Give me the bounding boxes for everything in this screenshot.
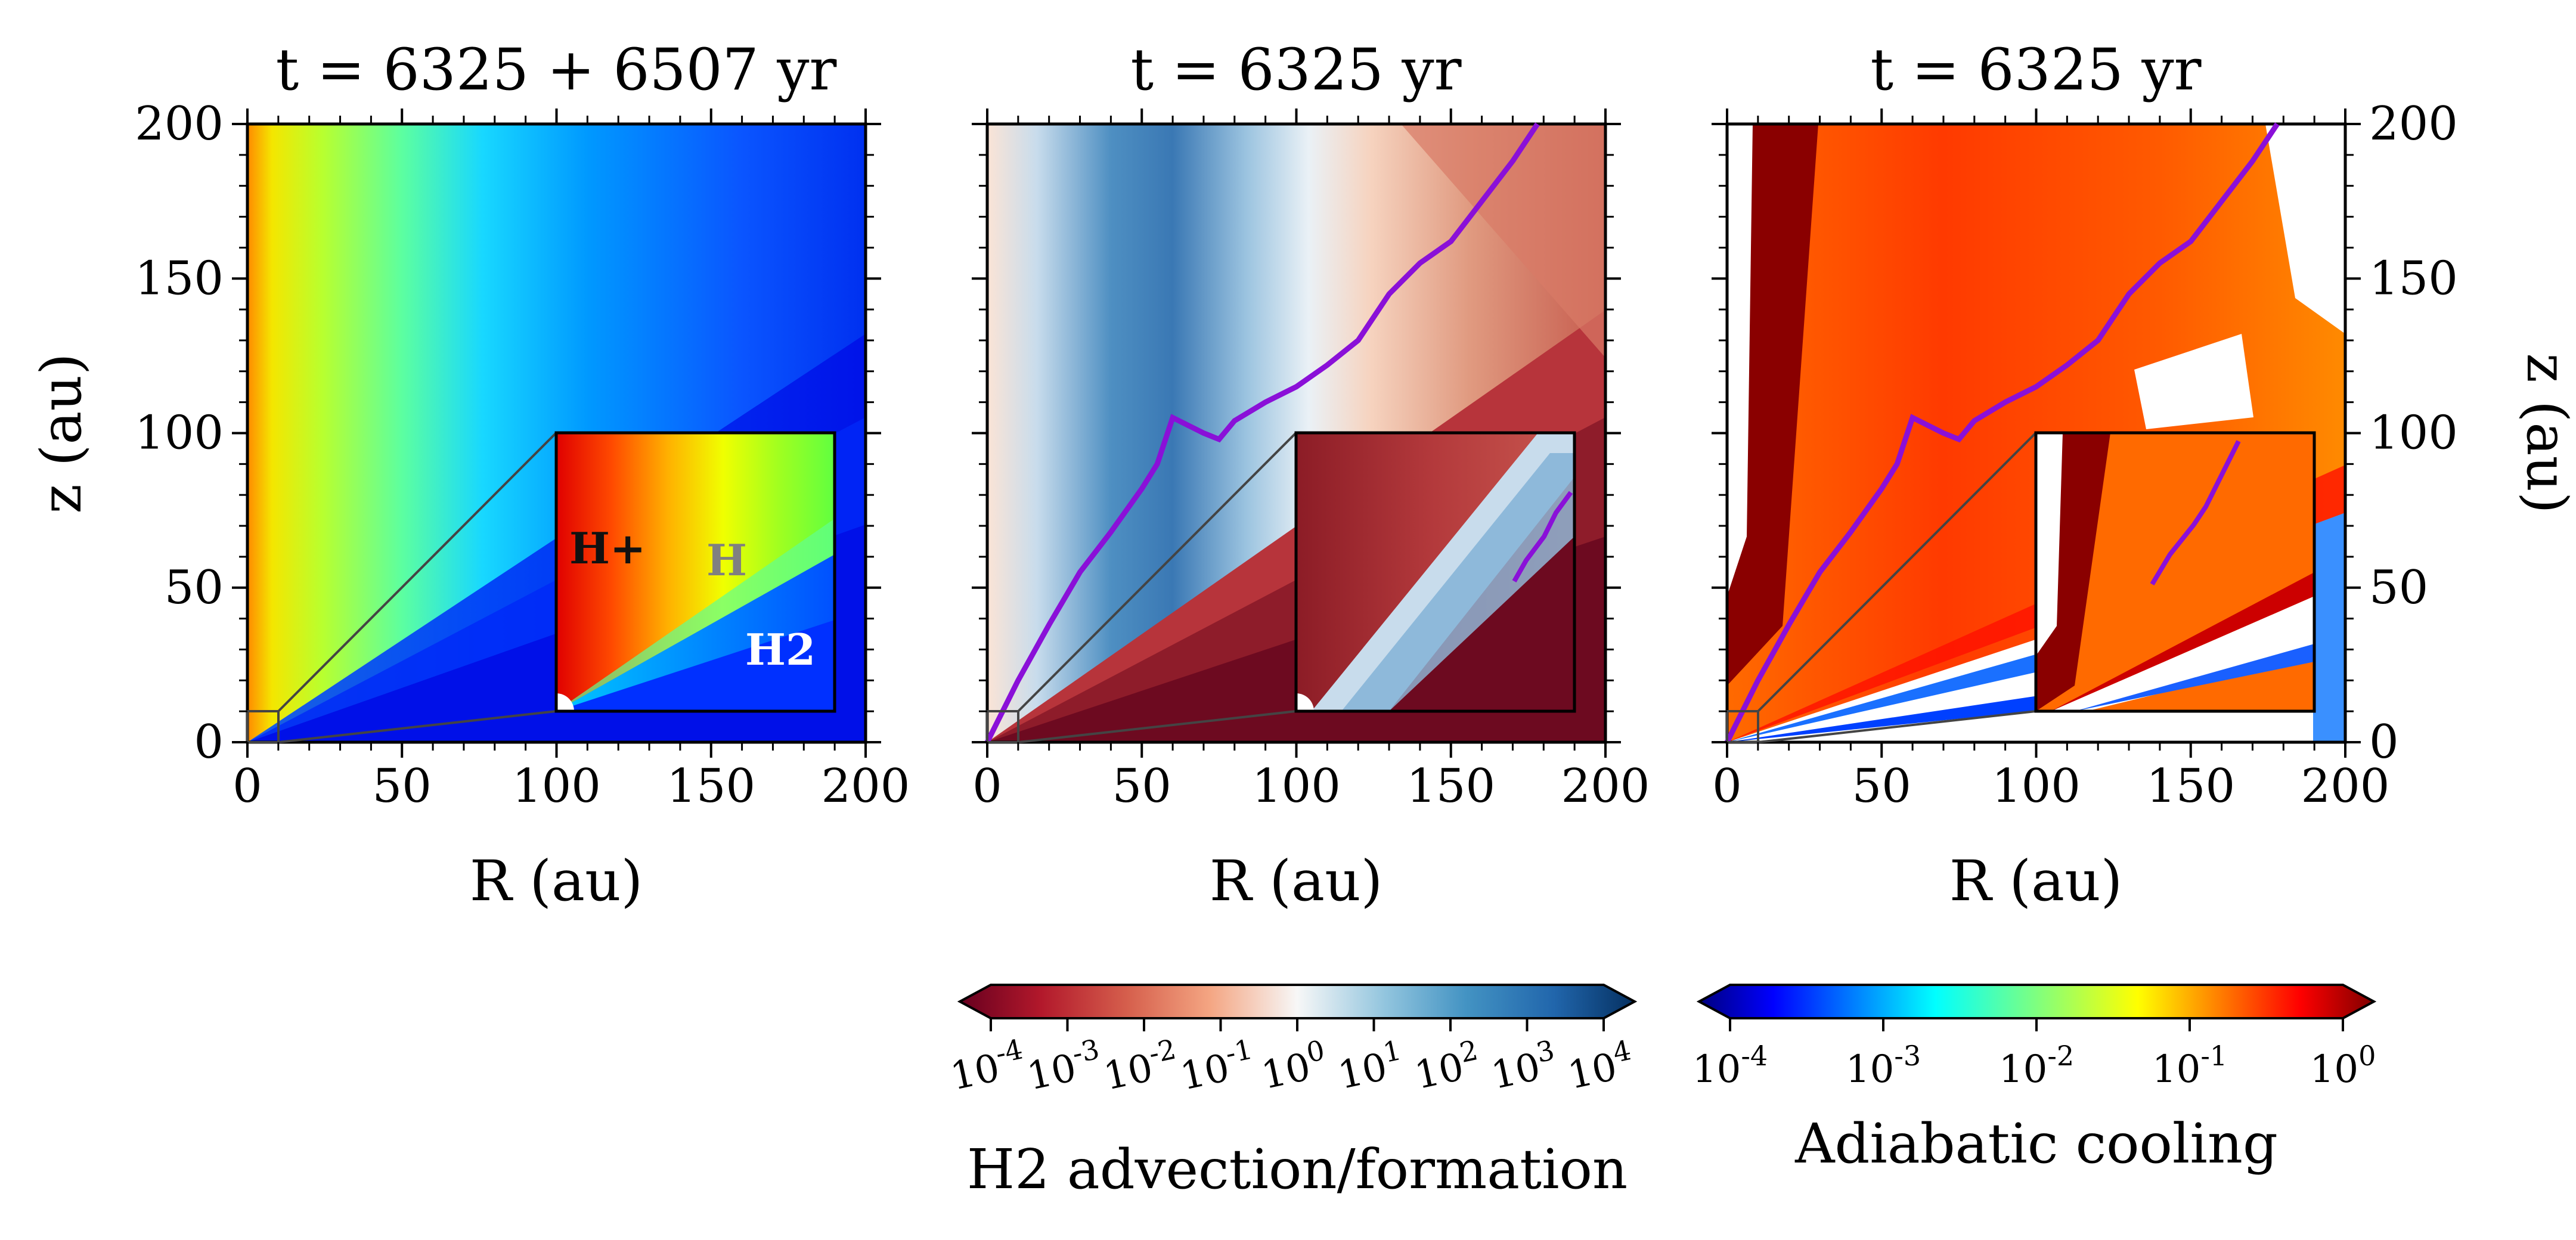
right-boundary-line — [1724, 122, 2280, 744]
colorbar-tick-label: 10-4 — [1692, 1040, 1768, 1092]
y-tick-label: 200 — [2369, 97, 2458, 151]
colorbar-tick-label: 10-4 — [945, 1033, 1030, 1099]
y-tick-label: 100 — [135, 407, 224, 460]
x-tick-label: 0 — [972, 760, 1002, 813]
annotation-h2: H2 — [745, 624, 816, 675]
right-xlabel: R (au) — [1949, 849, 2123, 914]
middle-ticks: 0 50 100 150 200 — [972, 108, 1650, 813]
middle-panel-title: t = 6325 yr — [1131, 36, 1462, 103]
right-zoom-box — [1726, 710, 1759, 743]
colorbar-tick-label: 10-2 — [1098, 1033, 1183, 1099]
x-tick-label: 100 — [1992, 760, 2081, 813]
colorbar-tick-label: 10-3 — [1022, 1033, 1106, 1099]
left-xlabel: R (au) — [470, 849, 643, 914]
x-tick-label: 50 — [1112, 760, 1171, 813]
x-tick-label: 200 — [2301, 760, 2390, 813]
colorbar-tick-label: 10-1 — [2152, 1040, 2227, 1092]
x-tick-label: 0 — [233, 760, 262, 813]
x-tick-label: 150 — [2146, 760, 2235, 813]
left-ticks: 0 50 100 150 200 0 50 100 150 200 — [135, 97, 910, 813]
middle-panel: 0 50 100 150 200 t = 6325 yr R (au) — [972, 36, 1650, 914]
x-tick-label: 200 — [1561, 760, 1650, 813]
left-panel: H+ H H2 0 50 100 150 200 0 50 100 150 200 t = 632… — [29, 36, 910, 914]
colorbar-adiabatic-ticks: 10-4 10-3 10-2 10-1 100 — [1692, 1018, 2376, 1092]
left-zoom-line-2 — [278, 710, 557, 743]
y-tick-label: 50 — [2369, 561, 2428, 615]
annotation-h-plus: H+ — [569, 523, 646, 574]
annotation-h: H — [706, 535, 747, 585]
y-tick-label: 50 — [165, 561, 224, 615]
left-ylabel: z (au) — [29, 353, 94, 513]
right-panel-title: t = 6325 yr — [1871, 36, 2202, 103]
middle-boundary-line — [984, 122, 1540, 744]
colorbar-adiabatic-label: Adiabatic cooling — [1794, 1112, 2278, 1176]
middle-zoom-line-1 — [1017, 432, 1297, 712]
colorbar-tick-label: 103 — [1486, 1034, 1561, 1098]
y-tick-label: 150 — [2369, 252, 2458, 305]
right-inset — [2034, 431, 2316, 713]
left-panel-title: t = 6325 + 6507 yr — [276, 36, 837, 103]
middle-inset — [1294, 431, 1576, 713]
colorbar-tick-label: 102 — [1409, 1034, 1484, 1098]
y-tick-label: 0 — [194, 715, 224, 769]
colorbar-tick-label: 100 — [2310, 1040, 2376, 1092]
middle-zoom-line-2 — [1018, 710, 1297, 743]
colorbar-advection-label: H2 advection/formation — [967, 1137, 1628, 1201]
x-tick-label: 50 — [373, 760, 432, 813]
left-zoom-line-1 — [277, 432, 557, 712]
middle-xlabel: R (au) — [1210, 849, 1383, 914]
colorbar-tick-label: 101 — [1333, 1034, 1408, 1098]
colorbar-tick-label: 104 — [1563, 1034, 1638, 1098]
left-inset: H+ H H2 — [554, 431, 836, 713]
x-tick-label: 100 — [512, 760, 601, 813]
colorbar-advection: 10-410-310-210-1 100 101 102 103 104 H2 advec… — [945, 984, 1638, 1201]
x-tick-label: 150 — [1406, 760, 1495, 813]
colorbar-advection-ticks: 10-410-310-210-1 100 101 102 103 104 — [945, 1018, 1638, 1099]
y-tick-label: 150 — [135, 252, 224, 305]
right-ylabel: z (au) — [2514, 353, 2576, 513]
left-zoom-box — [246, 710, 280, 743]
x-tick-label: 50 — [1852, 760, 1911, 813]
right-zoom-line-2 — [1757, 710, 2036, 743]
colorbar-adiabatic: 10-4 10-3 10-2 10-1 100 Adiabatic cooling — [1692, 984, 2377, 1176]
colorbar-tick-label: 100 — [1256, 1034, 1331, 1098]
x-tick-label: 200 — [822, 760, 910, 813]
middle-zoom-box — [986, 710, 1019, 743]
right-zoom-line-1 — [1757, 432, 2037, 712]
x-tick-label: 0 — [1712, 760, 1742, 813]
y-tick-label: 200 — [135, 97, 224, 151]
y-tick-label: 0 — [2369, 715, 2399, 769]
colorbar-tick-label: 10-1 — [1175, 1033, 1260, 1099]
y-tick-label: 100 — [2369, 407, 2458, 460]
colorbar-tick-label: 10-2 — [1999, 1040, 2074, 1092]
x-tick-label: 100 — [1252, 760, 1341, 813]
x-tick-label: 150 — [667, 760, 755, 813]
colorbar-tick-label: 10-3 — [1846, 1040, 1921, 1092]
